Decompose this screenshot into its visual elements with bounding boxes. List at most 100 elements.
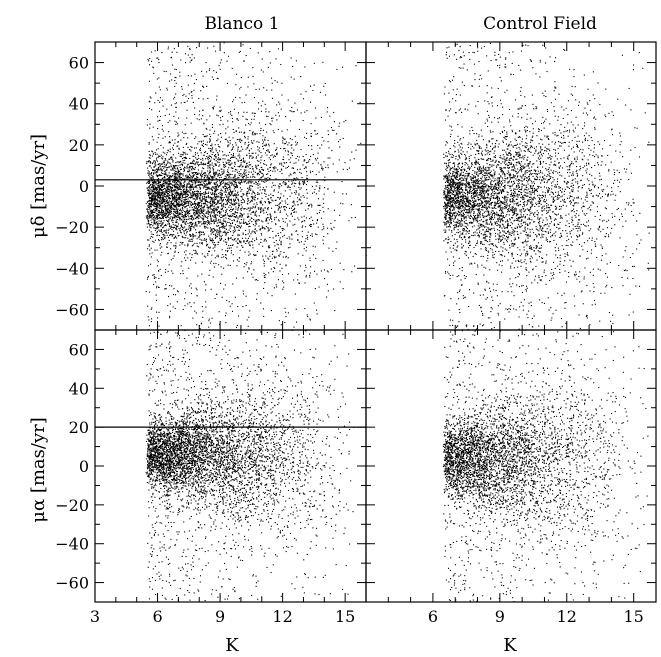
data-point [262,135,264,137]
data-point [191,133,193,135]
data-point [203,216,205,218]
data-point [208,246,210,248]
data-point [317,162,319,164]
data-point [160,172,162,174]
data-point [165,232,167,234]
data-point [147,189,149,191]
data-point [177,184,179,186]
data-point [246,165,248,167]
data-point [266,144,268,146]
data-point [206,188,208,190]
data-point [303,159,305,161]
data-point [158,77,160,79]
data-point [248,254,250,256]
data-point [170,175,172,177]
data-point [215,203,217,205]
data-point [220,194,222,196]
data-point [216,99,218,101]
data-point [194,222,196,224]
y-axis-label-mu-alpha: μα [mas/yr] [28,417,49,523]
data-point [230,247,232,249]
data-point [296,177,298,179]
data-point [175,200,177,202]
data-point [202,223,204,225]
data-point [207,188,209,190]
data-point [209,206,211,208]
data-point [147,161,149,163]
data-point [228,144,230,146]
data-point [295,60,297,62]
data-point [189,206,191,208]
data-point [148,60,150,62]
data-point [148,200,150,202]
data-point [281,164,283,166]
data-point [169,142,171,144]
data-point [189,61,191,63]
data-point [191,91,193,93]
data-point [193,212,195,214]
data-point [176,204,178,206]
data-point [226,202,228,204]
data-point [289,207,291,209]
data-point [220,231,222,233]
data-point [146,217,148,219]
data-point [221,201,223,203]
data-point [207,195,209,197]
data-point [201,203,203,205]
data-point [153,209,155,211]
data-point [158,185,160,187]
data-point [184,305,186,307]
data-point [146,162,148,164]
data-point [304,308,306,310]
data-point [161,52,163,54]
data-point [238,177,240,179]
data-point [191,215,193,217]
data-point [250,185,252,187]
data-point [191,180,193,182]
data-point [168,172,170,174]
data-point [148,186,150,188]
data-point [154,160,156,162]
data-point [198,97,200,99]
data-point [285,311,287,313]
data-point [151,318,153,320]
data-point [229,204,231,206]
data-point [257,183,259,185]
data-point [289,120,291,122]
data-point [227,171,229,173]
data-point [188,148,190,150]
data-point [167,167,169,169]
data-point [207,222,209,224]
data-point [205,226,207,228]
data-point [191,169,193,171]
data-point [183,231,185,233]
data-point [205,222,207,224]
data-point [324,83,326,85]
data-point [195,180,197,182]
data-point [177,189,179,191]
data-point [218,200,220,202]
data-point [208,156,210,158]
data-point [355,149,357,151]
data-point [177,235,179,237]
data-point [284,209,286,211]
data-point [316,212,318,214]
data-point [224,185,226,187]
data-point [322,206,324,208]
data-point [195,221,197,223]
data-point [225,199,227,201]
data-point [199,149,201,151]
data-point [235,130,237,132]
data-point [207,170,209,172]
data-point [230,199,232,201]
data-point [226,200,228,202]
data-point [304,182,306,184]
data-point [156,157,158,159]
data-point [183,169,185,171]
data-point [159,190,161,192]
data-point [167,189,169,191]
data-point [218,232,220,234]
data-point [173,217,175,219]
data-point [191,215,193,217]
data-point [327,107,329,109]
